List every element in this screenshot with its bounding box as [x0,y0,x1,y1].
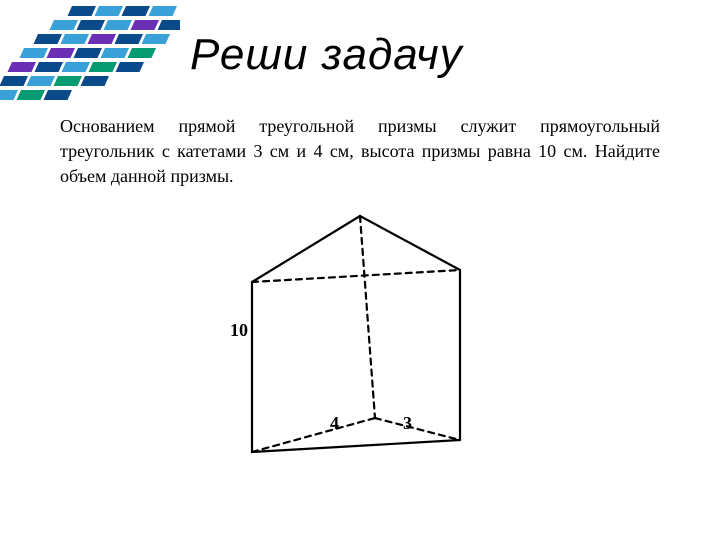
leg-a-label: 4 [330,413,339,434]
height-label: 10 [230,320,248,341]
leg-b-label: 3 [403,413,412,434]
decorative-corner [0,0,180,120]
problem-text: Основанием прямой треугольной призмы слу… [60,114,660,190]
prism-figure [240,210,480,470]
page-title: Реши задачу [190,30,463,80]
